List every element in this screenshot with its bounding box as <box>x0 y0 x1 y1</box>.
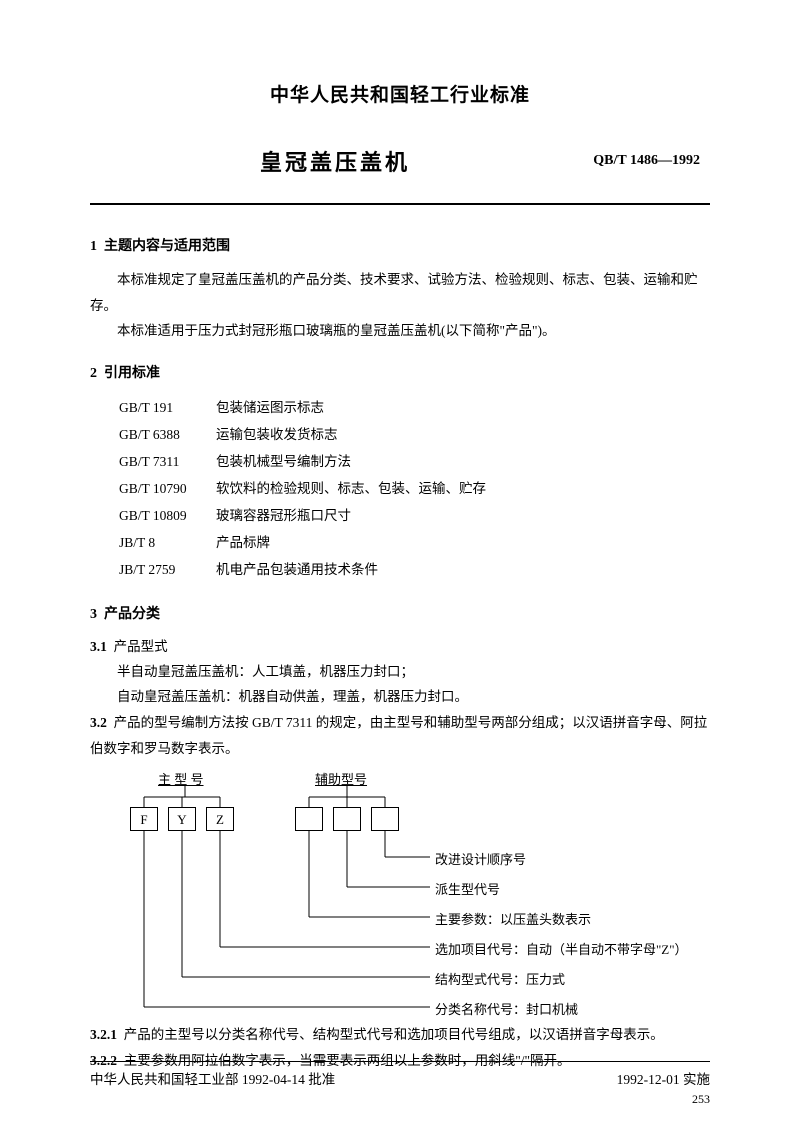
section-3-1-head: 3.1 产品型式 <box>90 635 710 655</box>
legend-1: 改进设计顺序号 <box>435 849 526 868</box>
references-table: GB/T 191包装储运图示标志 GB/T 6388运输包装收发货标志 GB/T… <box>117 394 488 585</box>
title-row: 皇冠盖压盖机 QB/T 1486—1992 <box>90 145 710 177</box>
legend-2: 派生型代号 <box>435 879 500 898</box>
section-1-p2: 本标准适用于压力式封冠形瓶口玻璃瓶的皇冠盖压盖机(以下简称"产品")。 <box>90 318 710 344</box>
footer-approval: 中华人民共和国轻工业部 1992-04-14 批准 <box>90 1068 335 1088</box>
section-1-p1: 本标准规定了皇冠盖压盖机的产品分类、技术要求、试验方法、检验规则、标志、包装、运… <box>90 267 710 318</box>
table-row: JB/T 2759机电产品包装通用技术条件 <box>119 558 486 583</box>
authority-header: 中华人民共和国轻工行业标准 <box>90 80 710 107</box>
model-number-diagram: 主 型 号 辅助型号 F Y Z 改进设计顺序号 派生型代号 主 <box>120 769 710 1014</box>
document-title: 皇冠盖压盖机 <box>260 145 410 177</box>
table-row: GB/T 10790软饮料的检验规则、标志、包装、运输、贮存 <box>119 477 486 502</box>
section-3-2-1: 3.2.1 产品的主型号以分类名称代号、结构型式代号和选加项目代号组成，以汉语拼… <box>90 1022 710 1048</box>
diagram-lines <box>120 769 680 1014</box>
section-3-2: 3.2 产品的型号编制方法按 GB/T 7311 的规定，由主型号和辅助型号两部… <box>90 710 710 761</box>
section-3-1-l1: 半自动皇冠盖压盖机：人工填盖，机器压力封口； <box>90 659 710 685</box>
page-number: 253 <box>90 1092 710 1107</box>
section-2-head: 2 引用标准 <box>90 362 710 382</box>
section-3-head: 3 产品分类 <box>90 603 710 623</box>
legend-6: 分类名称代号：封口机械 <box>435 999 578 1018</box>
legend-3: 主要参数：以压盖头数表示 <box>435 909 591 928</box>
standard-code: QB/T 1486—1992 <box>593 153 700 169</box>
table-row: JB/T 8产品标牌 <box>119 531 486 556</box>
section-3-1-l2: 自动皇冠盖压盖机：机器自动供盖，理盖，机器压力封口。 <box>90 684 710 710</box>
table-row: GB/T 7311包装机械型号编制方法 <box>119 450 486 475</box>
legend-4: 选加项目代号：自动（半自动不带字母"Z"） <box>435 939 688 958</box>
footer-effective: 1992-12-01 实施 <box>617 1068 710 1088</box>
table-row: GB/T 191包装储运图示标志 <box>119 396 486 421</box>
title-rule <box>90 203 710 205</box>
table-row: GB/T 10809玻璃容器冠形瓶口尺寸 <box>119 504 486 529</box>
table-row: GB/T 6388运输包装收发货标志 <box>119 423 486 448</box>
page-footer: 中华人民共和国轻工业部 1992-04-14 批准 1992-12-01 实施 … <box>90 1061 710 1107</box>
section-1-head: 1 主题内容与适用范围 <box>90 235 710 255</box>
legend-5: 结构型式代号：压力式 <box>435 969 565 988</box>
